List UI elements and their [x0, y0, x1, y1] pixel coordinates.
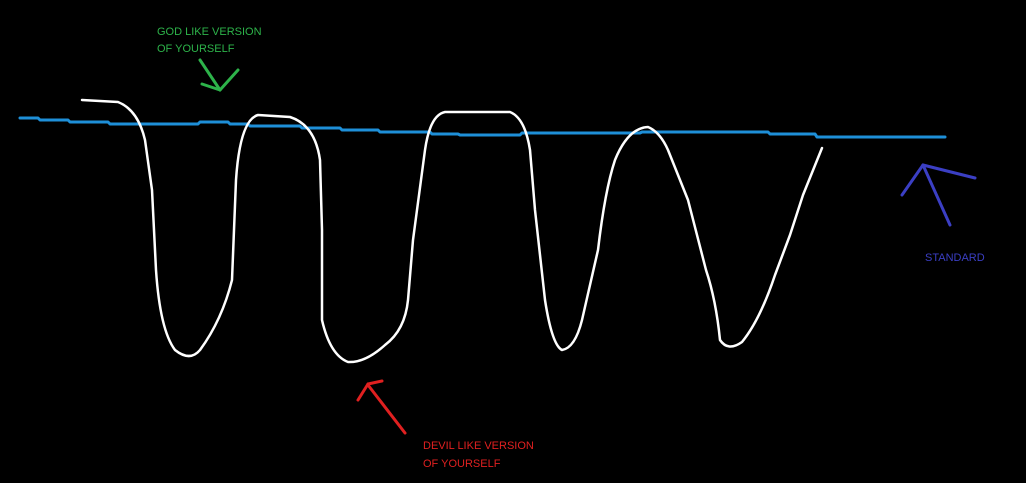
devil-label: DEVIL LIKE VERSION — [423, 440, 534, 452]
life-wave — [80, 98, 824, 364]
standard-line — [18, 116, 947, 139]
standard-label: STANDARD — [925, 252, 985, 264]
devil-label: OF YOURSELF — [423, 458, 501, 470]
standard-arrow — [900, 163, 977, 227]
god-label: GOD LIKE VERSION — [157, 26, 262, 38]
god-arrow — [198, 58, 240, 92]
god-label: OF YOURSELF — [157, 43, 235, 55]
devil-arrow — [356, 379, 407, 435]
